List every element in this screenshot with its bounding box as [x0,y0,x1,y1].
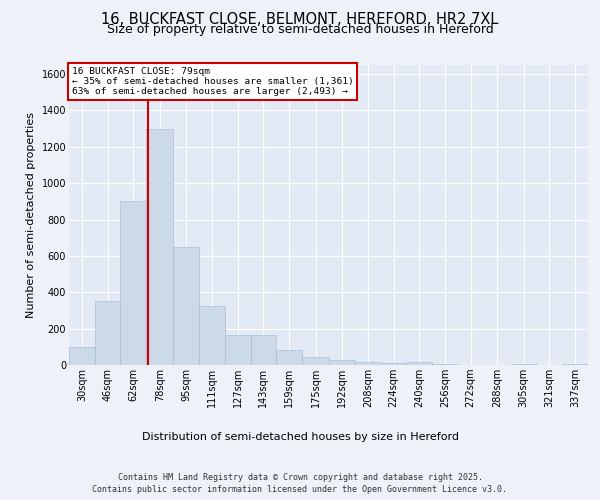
Bar [432,364,458,365]
Y-axis label: Number of semi-detached properties: Number of semi-detached properties [26,112,36,318]
Bar [121,202,146,365]
Text: Contains HM Land Registry data © Crown copyright and database right 2025.: Contains HM Land Registry data © Crown c… [118,472,482,482]
Bar [225,335,251,365]
Bar [381,363,406,365]
Text: Distribution of semi-detached houses by size in Hereford: Distribution of semi-detached houses by … [142,432,458,442]
Bar [95,302,121,365]
Bar [173,247,199,365]
Text: Size of property relative to semi-detached houses in Hereford: Size of property relative to semi-detach… [107,22,493,36]
Bar [276,350,302,365]
Text: 16, BUCKFAST CLOSE, BELMONT, HEREFORD, HR2 7XL: 16, BUCKFAST CLOSE, BELMONT, HEREFORD, H… [101,12,499,28]
Bar [69,347,95,365]
Bar [302,357,329,365]
Bar [406,362,432,365]
Bar [329,360,355,365]
Bar [146,128,173,365]
Bar [199,306,225,365]
Text: 16 BUCKFAST CLOSE: 79sqm
← 35% of semi-detached houses are smaller (1,361)
63% o: 16 BUCKFAST CLOSE: 79sqm ← 35% of semi-d… [71,66,353,96]
Bar [251,335,276,365]
Bar [511,364,536,365]
Bar [355,362,381,365]
Bar [562,364,588,365]
Text: Contains public sector information licensed under the Open Government Licence v3: Contains public sector information licen… [92,485,508,494]
